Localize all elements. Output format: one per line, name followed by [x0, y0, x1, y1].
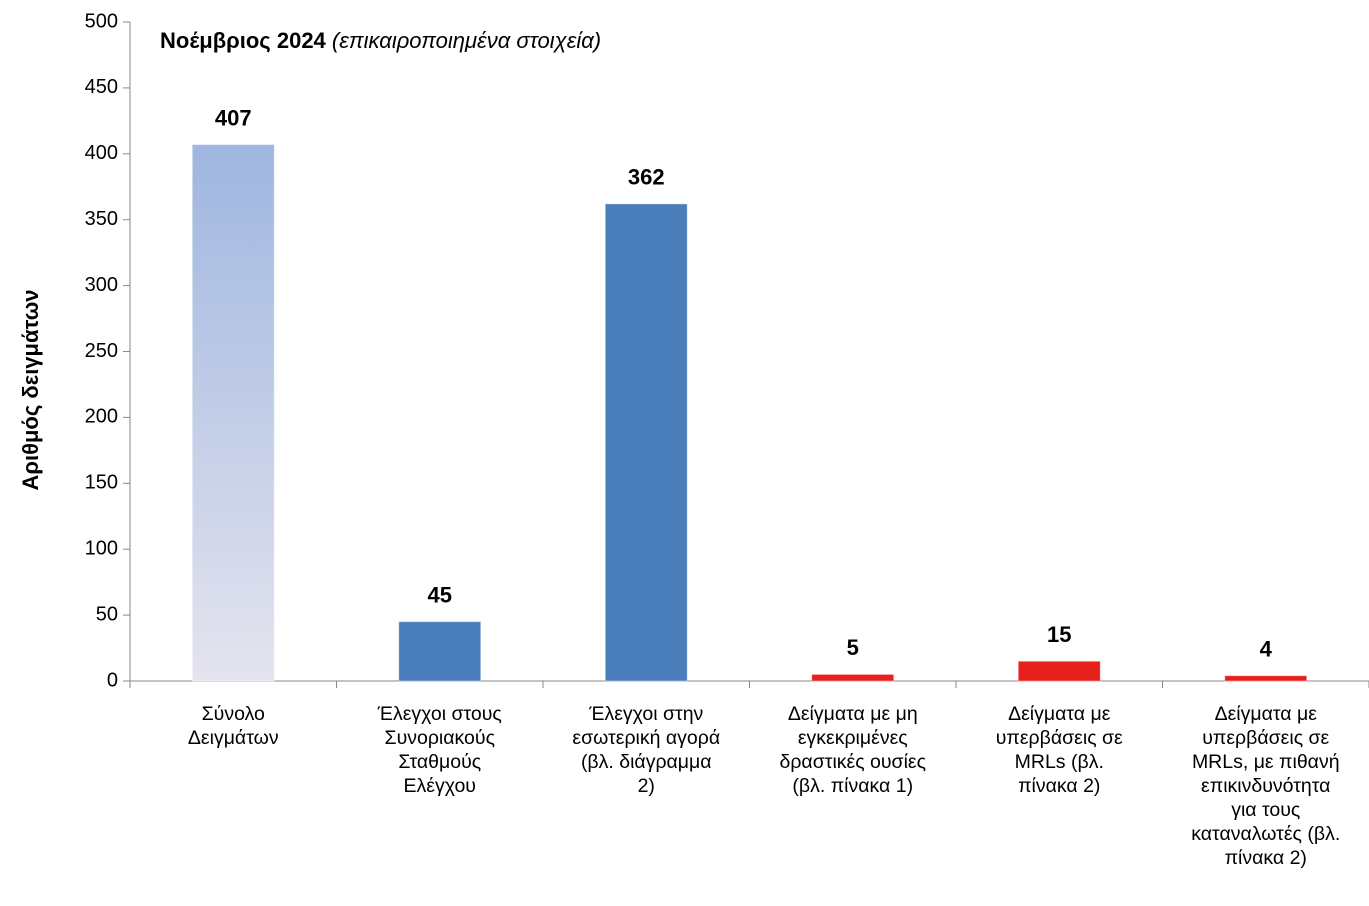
bar	[398, 621, 482, 682]
value-label: 362	[628, 165, 665, 190]
value-label: 407	[215, 105, 252, 130]
value-label: 15	[1047, 622, 1071, 647]
value-label: 4	[1260, 637, 1273, 662]
bar	[811, 673, 895, 682]
y-tick-label: 100	[85, 537, 118, 559]
subtitle: (επικαιροποιημένα στοιχεία)	[332, 28, 601, 53]
x-tick-label: Δείγματα με μη εγκεκριμένες δραστικές ου…	[779, 703, 927, 797]
x-tick-label: Δείγματα με υπερβάσεις σε MRLs, με πιθαν…	[1191, 703, 1341, 869]
value-label: 5	[847, 635, 859, 660]
x-tick-label: Έλεγχοι στην εσωτερική αγορά (βλ. διάγρα…	[572, 703, 721, 797]
bar	[604, 203, 688, 682]
y-axis-label: Αριθμός δειγμάτων	[18, 289, 43, 490]
bar	[191, 144, 275, 682]
y-tick-label: 500	[85, 10, 118, 32]
bar	[1017, 660, 1101, 682]
y-tick-label: 400	[85, 142, 118, 164]
y-tick-label: 200	[85, 406, 118, 428]
x-tick-label: Έλεγχοι στους Συνοριακούς Σταθμούς Ελέγχ…	[377, 703, 502, 797]
y-tick-label: 150	[85, 472, 118, 494]
x-tick-label: Σύνολο Δειγμάτων	[187, 703, 279, 749]
chart-title: Νοέμβριος 2024 (επικαιροποιημένα στοιχεί…	[160, 28, 601, 53]
bar	[1224, 675, 1308, 682]
value-label: 45	[428, 583, 452, 608]
title: Νοέμβριος 2024	[160, 28, 327, 53]
x-tick-label: Δείγματα με υπερβάσεις σε MRLs (βλ. πίνα…	[995, 703, 1123, 797]
y-tick-label: 0	[107, 669, 118, 691]
y-tick-label: 350	[85, 208, 118, 230]
y-tick-label: 450	[85, 76, 118, 98]
y-tick-label: 50	[96, 603, 118, 625]
y-tick-label: 300	[85, 274, 118, 296]
y-tick-label: 250	[85, 340, 118, 362]
